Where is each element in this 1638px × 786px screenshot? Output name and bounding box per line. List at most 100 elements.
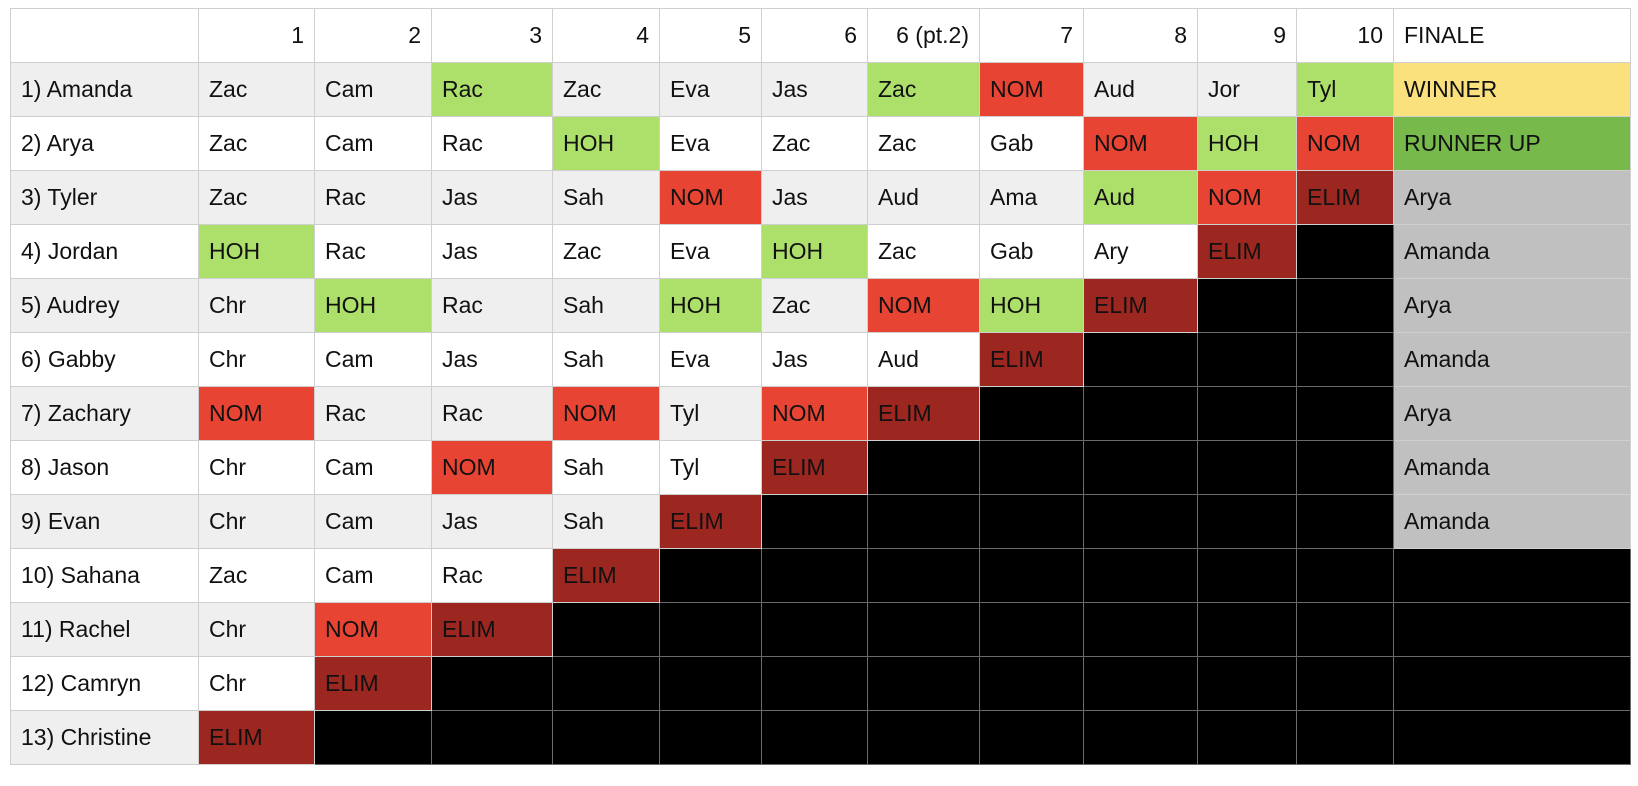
vote-cell: NOM bbox=[867, 278, 980, 333]
eliminated-blank-cell bbox=[659, 548, 762, 603]
eliminated-blank-cell bbox=[1296, 332, 1394, 387]
eliminated-blank-cell bbox=[1296, 224, 1394, 279]
vote-cell: ELIM bbox=[659, 494, 762, 549]
corner-cell bbox=[10, 8, 199, 63]
eliminated-blank-cell bbox=[979, 656, 1084, 711]
vote-cell: RUNNER UP bbox=[1393, 116, 1631, 171]
vote-cell: ELIM bbox=[552, 548, 660, 603]
vote-cell: Zac bbox=[867, 116, 980, 171]
eliminated-blank-cell bbox=[761, 494, 868, 549]
table-row: 3) Tyler Zac Rac Jas Sah NOM Jas Aud Ama Aud NOM EL… bbox=[10, 170, 1631, 225]
column-header: 1 bbox=[198, 8, 315, 63]
eliminated-blank-cell bbox=[1083, 710, 1198, 765]
column-header: 6 bbox=[761, 8, 868, 63]
vote-cell: ELIM bbox=[198, 710, 315, 765]
eliminated-blank-cell bbox=[1296, 440, 1394, 495]
vote-cell: ELIM bbox=[314, 656, 432, 711]
eliminated-blank-cell bbox=[867, 548, 980, 603]
table-row: 2) Arya Zac Cam Rac HOH Eva Zac Zac Gab NOM HOH NOM… bbox=[10, 116, 1631, 171]
vote-cell: Chr bbox=[198, 602, 315, 657]
vote-cell: Aud bbox=[1083, 62, 1198, 117]
eliminated-blank-cell bbox=[867, 656, 980, 711]
table-row: 5) Audrey Chr HOH Rac Sah HOH Zac NOM HOH ELIM Ary… bbox=[10, 278, 1631, 333]
vote-cell: ELIM bbox=[979, 332, 1084, 387]
vote-cell: ELIM bbox=[431, 602, 553, 657]
column-header: 5 bbox=[659, 8, 762, 63]
vote-cell: Rac bbox=[431, 278, 553, 333]
eliminated-blank-cell bbox=[1197, 386, 1297, 441]
column-header: 3 bbox=[431, 8, 553, 63]
eliminated-blank-cell bbox=[867, 710, 980, 765]
vote-cell: Zac bbox=[198, 116, 315, 171]
eliminated-blank-cell bbox=[1197, 656, 1297, 711]
vote-cell: Cam bbox=[314, 440, 432, 495]
vote-cell: Jas bbox=[431, 332, 553, 387]
eliminated-blank-cell bbox=[979, 710, 1084, 765]
vote-cell: Cam bbox=[314, 62, 432, 117]
vote-cell: Aud bbox=[867, 332, 980, 387]
vote-cell: Jas bbox=[761, 170, 868, 225]
eliminated-blank-cell bbox=[1296, 278, 1394, 333]
column-header: 10 bbox=[1296, 8, 1394, 63]
vote-cell: Jas bbox=[431, 224, 553, 279]
table-row: 13) Christine ELIM bbox=[10, 710, 1631, 765]
vote-cell: Tyl bbox=[659, 440, 762, 495]
vote-cell: Jas bbox=[761, 332, 868, 387]
eliminated-blank-cell bbox=[1083, 602, 1198, 657]
vote-cell: ELIM bbox=[1296, 170, 1394, 225]
vote-cell: Cam bbox=[314, 494, 432, 549]
vote-cell: Zac bbox=[761, 116, 868, 171]
houseguest-name: 3) Tyler bbox=[10, 170, 199, 225]
vote-cell: Eva bbox=[659, 62, 762, 117]
eliminated-blank-cell bbox=[979, 440, 1084, 495]
vote-cell: Zac bbox=[198, 62, 315, 117]
eliminated-blank-cell bbox=[761, 602, 868, 657]
vote-cell: HOH bbox=[552, 116, 660, 171]
vote-cell: Sah bbox=[552, 278, 660, 333]
vote-cell: HOH bbox=[659, 278, 762, 333]
vote-cell: NOM bbox=[1083, 116, 1198, 171]
vote-cell: Jas bbox=[431, 494, 553, 549]
vote-cell: Jor bbox=[1197, 62, 1297, 117]
vote-cell: Aud bbox=[1083, 170, 1198, 225]
vote-cell: HOH bbox=[979, 278, 1084, 333]
eliminated-blank-cell bbox=[1393, 710, 1631, 765]
houseguest-name: 9) Evan bbox=[10, 494, 199, 549]
eliminated-blank-cell bbox=[1393, 548, 1631, 603]
houseguest-name: 6) Gabby bbox=[10, 332, 199, 387]
vote-cell: Rac bbox=[431, 548, 553, 603]
vote-cell: Arya bbox=[1393, 170, 1631, 225]
vote-cell: NOM bbox=[1296, 116, 1394, 171]
vote-cell: Rac bbox=[314, 386, 432, 441]
vote-cell: Chr bbox=[198, 278, 315, 333]
houseguest-name: 8) Jason bbox=[10, 440, 199, 495]
vote-cell: HOH bbox=[761, 224, 868, 279]
column-header: FINALE bbox=[1393, 8, 1631, 63]
vote-cell: NOM bbox=[1197, 170, 1297, 225]
vote-cell: Chr bbox=[198, 440, 315, 495]
eliminated-blank-cell bbox=[1197, 602, 1297, 657]
vote-cell: NOM bbox=[314, 602, 432, 657]
vote-cell: Gab bbox=[979, 116, 1084, 171]
eliminated-blank-cell bbox=[761, 710, 868, 765]
eliminated-blank-cell bbox=[1296, 710, 1394, 765]
column-header: 8 bbox=[1083, 8, 1198, 63]
eliminated-blank-cell bbox=[431, 710, 553, 765]
vote-cell: Amanda bbox=[1393, 494, 1631, 549]
eliminated-blank-cell bbox=[1083, 548, 1198, 603]
vote-cell: NOM bbox=[761, 386, 868, 441]
vote-cell: Eva bbox=[659, 116, 762, 171]
table-row: 10) Sahana Zac Cam Rac ELIM bbox=[10, 548, 1631, 603]
vote-cell: Chr bbox=[198, 332, 315, 387]
eliminated-blank-cell bbox=[761, 656, 868, 711]
vote-cell: NOM bbox=[431, 440, 553, 495]
eliminated-blank-cell bbox=[1296, 656, 1394, 711]
eliminated-blank-cell bbox=[552, 710, 660, 765]
vote-cell: Chr bbox=[198, 494, 315, 549]
column-header: 2 bbox=[314, 8, 432, 63]
eliminated-blank-cell bbox=[867, 494, 980, 549]
houseguest-name: 11) Rachel bbox=[10, 602, 199, 657]
vote-cell: Eva bbox=[659, 332, 762, 387]
